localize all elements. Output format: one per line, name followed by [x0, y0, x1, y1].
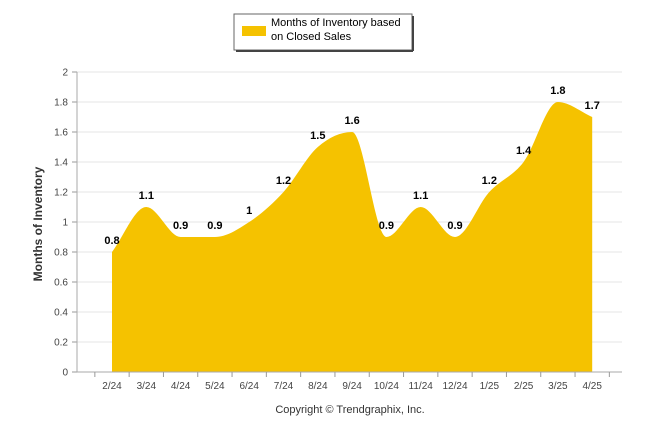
data-label: 0.9: [447, 220, 462, 232]
y-tick-label: 1.2: [54, 188, 68, 199]
y-tick-label: 0.2: [54, 338, 68, 349]
data-label: 0.9: [207, 220, 222, 232]
data-label: 1.8: [550, 85, 565, 97]
x-tick-label: 1/25: [480, 381, 500, 392]
data-labels: 0.8 1.1 0.9 0.9 1 1.2 1.5 1.6 0.9 1.1 0.9 1.2 1.4 1.8…: [104, 85, 599, 247]
y-tick-label: 2: [62, 68, 68, 79]
y-tick-label: 0.6: [54, 278, 68, 289]
x-tick-label: 12/24: [442, 381, 467, 392]
x-tick-label: 4/25: [582, 381, 602, 392]
data-label: 1.4: [516, 145, 532, 157]
data-label: 1.2: [276, 175, 291, 187]
data-label: 1.1: [413, 190, 428, 202]
legend: Months of Inventory based on Closed Sale…: [233, 13, 414, 52]
y-axis-title: Months of Inventory: [31, 166, 45, 281]
x-tick-label: 3/25: [548, 381, 568, 392]
x-tick-label: 3/24: [137, 381, 157, 392]
y-tick-label: 0.8: [54, 248, 68, 259]
y-tick-label: 1: [62, 218, 68, 229]
data-label: 1.2: [482, 175, 497, 187]
legend-swatch: [242, 26, 266, 36]
data-label: 1.5: [310, 130, 325, 142]
y-tick-label: 1.8: [54, 98, 68, 109]
x-tick-label: 7/24: [274, 381, 294, 392]
y-tick-label: 1.6: [54, 128, 68, 139]
x-tick-label: 2/24: [102, 381, 122, 392]
y-tick-label: 0: [62, 368, 68, 379]
y-axis-ticks: 0 0.2 0.4 0.6 0.8 1 1.2 1.4 1.6 1.8 2: [54, 68, 78, 379]
y-tick-label: 0.4: [54, 308, 68, 319]
y-tick-label: 1.4: [54, 158, 68, 169]
legend-label-line-1: Months of Inventory based: [271, 17, 401, 29]
x-tick-label: 9/24: [342, 381, 362, 392]
data-label: 1.1: [139, 190, 154, 202]
x-tick-label: 2/25: [514, 381, 534, 392]
data-label: 0.8: [104, 235, 119, 247]
series-area: [112, 102, 593, 372]
copyright-text: Copyright © Trendgraphix, Inc.: [275, 404, 424, 416]
x-tick-label: 6/24: [239, 381, 259, 392]
x-tick-label: 5/24: [205, 381, 225, 392]
data-label: 1: [246, 205, 252, 217]
x-tick-label: 10/24: [374, 381, 399, 392]
data-label: 0.9: [173, 220, 188, 232]
legend-label-line-2: on Closed Sales: [271, 31, 352, 43]
x-axis-ticks: 2/24 3/24 4/24 5/24 6/24 7/24 8/24 9/24 10/24 11/…: [94, 372, 610, 392]
data-label: 0.9: [379, 220, 394, 232]
x-tick-label: 8/24: [308, 381, 328, 392]
data-label: 1.6: [344, 115, 359, 127]
x-tick-label: 11/24: [409, 381, 434, 392]
x-tick-label: 4/24: [171, 381, 191, 392]
data-label: 1.7: [585, 100, 600, 112]
